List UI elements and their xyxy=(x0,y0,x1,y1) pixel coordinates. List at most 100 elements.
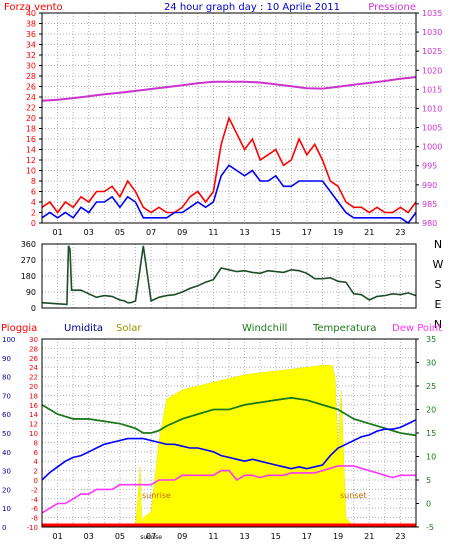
solar-label: Solar xyxy=(116,323,142,334)
compass-label: N xyxy=(434,238,442,251)
wind-y-tick-label: 10 xyxy=(26,167,36,176)
temperature-left-tick-label: 0 xyxy=(34,477,38,485)
wind-x-tick-label: 07 xyxy=(146,228,156,237)
thermo-x-tick-label: 05 xyxy=(115,532,125,541)
temperature-right-tick-label: 20 xyxy=(426,406,436,415)
pressure-y-tick-label: 1030 xyxy=(422,28,442,37)
thermo-x-tick-label: 01 xyxy=(52,532,62,541)
pressure-axis-label: Pressione xyxy=(368,2,416,13)
temperature-y-axis-right: -5 0 5 10 15 20 25 30 35 xyxy=(416,335,436,532)
temperature-left-tick-label: -10 xyxy=(27,524,38,532)
wind-y-tick-label: 16 xyxy=(26,135,36,144)
solar-area xyxy=(135,365,355,528)
rain-label: Pioggia xyxy=(1,323,37,334)
sunset-annotation: sunset xyxy=(340,491,367,500)
temperature-line xyxy=(41,396,417,437)
wind-y-tick-label: 8 xyxy=(31,177,36,186)
wind-panel-series xyxy=(41,76,417,225)
humidity-tick-label: 80 xyxy=(2,374,11,382)
temperature-left-tick-label: 26 xyxy=(29,355,38,363)
temperature-label: Temperatura xyxy=(312,323,377,334)
pressure-y-tick-label: 980 xyxy=(422,219,437,228)
wind-x-tick-label: 09 xyxy=(177,228,187,237)
dewpoint-line xyxy=(41,465,416,514)
wind-x-tick-label: 11 xyxy=(208,228,218,237)
pressure-y-tick-label: 1000 xyxy=(422,143,442,152)
direction-panel-grid xyxy=(42,244,416,308)
temperature-right-tick-label: -5 xyxy=(426,523,434,532)
wind-y-tick-label: 34 xyxy=(26,41,36,50)
humidity-tick-label: 20 xyxy=(2,486,11,494)
humidity-tick-label: 70 xyxy=(2,392,11,400)
pressure-y-tick-label: 995 xyxy=(422,162,437,171)
direction-y-tick-label: 360 xyxy=(21,240,36,249)
humidity-y-axis: 0 10 20 30 40 50 60 70 80 90 100 xyxy=(2,336,15,532)
wind-y-tick-label: 12 xyxy=(26,156,36,165)
temperature-right-tick-label: 15 xyxy=(426,429,436,438)
temperature-left-tick-label: 4 xyxy=(34,458,39,466)
direction-panel-frame xyxy=(41,243,417,309)
pressure-y-tick-label: 1025 xyxy=(422,47,442,56)
humidity-tick-label: 60 xyxy=(2,411,11,419)
pressure-y-tick-label: 1035 xyxy=(422,9,442,18)
wind-y-tick-label: 2 xyxy=(31,209,36,218)
pressure-y-tick-label: 1005 xyxy=(422,124,442,133)
direction-line xyxy=(41,245,417,306)
wind-y-tick-label: 26 xyxy=(26,83,36,92)
wind-x-tick-label: 01 xyxy=(52,228,62,237)
gust-line xyxy=(41,164,417,225)
temperature-left-tick-label: 18 xyxy=(29,392,38,400)
thermo-x-tick-label: 19 xyxy=(333,532,343,541)
wind-y-tick-label: 38 xyxy=(26,20,36,29)
thermo-x-tick-label: 09 xyxy=(177,532,187,541)
wind-x-tick-label: 17 xyxy=(302,228,312,237)
humidity-tick-label: 100 xyxy=(2,336,15,344)
compass-label: E xyxy=(435,298,442,311)
temperature-left-tick-label: -8 xyxy=(31,515,38,523)
compass-label: N xyxy=(434,318,442,331)
thermo-x-axis: 01 03 05 07 09 11 13 15 17 19 21 23 sunrise xyxy=(52,532,405,541)
temperature-left-tick-label: -4 xyxy=(31,496,39,504)
wind-x-tick-label: 19 xyxy=(333,228,343,237)
wind-y-tick-label: 18 xyxy=(26,125,36,134)
pressure-y-tick-label: 990 xyxy=(422,181,437,190)
windchill-label: Windchill xyxy=(242,323,287,334)
wind-y-tick-label: 6 xyxy=(31,188,36,197)
wind-y-tick-label: 0 xyxy=(31,219,36,228)
direction-y-tick-label: 0 xyxy=(31,304,36,313)
dewpoint-label: Dew Point xyxy=(392,323,442,334)
humidity-tick-label: 50 xyxy=(2,430,11,438)
wind-y-tick-label: 4 xyxy=(31,198,36,207)
thermo-x-tick-label: 03 xyxy=(84,532,94,541)
wind-y-tick-label: 40 xyxy=(26,9,36,18)
temperature-right-tick-label: 5 xyxy=(426,476,431,485)
wind-y-tick-label: 32 xyxy=(26,51,36,60)
wind-x-tick-label: 03 xyxy=(84,228,94,237)
compass-label: W xyxy=(433,258,444,271)
thermo-x-tick-label: 17 xyxy=(302,532,312,541)
wind-axis-label: Forza vento xyxy=(4,2,63,13)
temperature-right-tick-label: 30 xyxy=(426,359,436,368)
temperature-right-tick-label: 10 xyxy=(426,453,436,462)
temperature-left-tick-label: 24 xyxy=(29,364,38,372)
direction-y-tick-label: 180 xyxy=(21,272,36,281)
wind-y-tick-label: 14 xyxy=(26,146,36,155)
pressure-y-tick-label: 1010 xyxy=(422,104,442,113)
pressure-y-tick-label: 1015 xyxy=(422,85,442,94)
thermo-x-tick-label: 21 xyxy=(364,532,374,541)
wind-y-tick-label: 22 xyxy=(26,104,36,113)
humidity-tick-label: 10 xyxy=(2,505,11,513)
thermo-x-tick-label: 07 xyxy=(146,532,156,541)
temperature-left-tick-label: 16 xyxy=(29,402,38,410)
wind-y-tick-label: 36 xyxy=(26,30,36,39)
chart-title: 24 hour graph day : 10 Aprile 2011 xyxy=(164,2,340,13)
wind-x-tick-label: 21 xyxy=(364,228,374,237)
thermo-x-tick-label: 11 xyxy=(208,532,218,541)
pressure-line xyxy=(41,76,417,102)
temperature-right-tick-label: 25 xyxy=(426,382,436,391)
temperature-left-tick-label: 10 xyxy=(29,430,38,438)
